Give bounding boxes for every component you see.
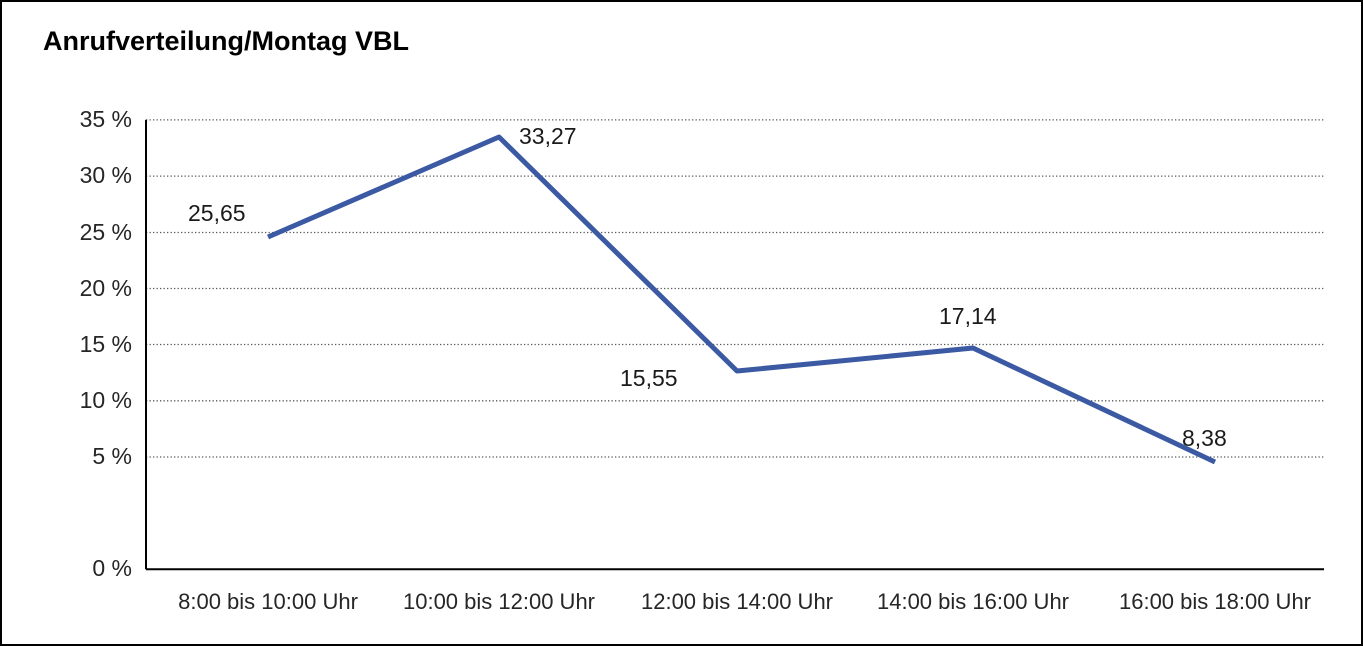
svg-text:10 %: 10 % bbox=[80, 387, 132, 413]
svg-text:20 %: 20 % bbox=[80, 275, 132, 301]
svg-text:0 %: 0 % bbox=[92, 555, 132, 581]
svg-text:25 %: 25 % bbox=[80, 219, 132, 245]
svg-text:16:00 bis 18:00 Uhr: 16:00 bis 18:00 Uhr bbox=[1119, 589, 1311, 614]
svg-text:35 %: 35 % bbox=[80, 106, 132, 132]
svg-text:25,65: 25,65 bbox=[188, 200, 246, 226]
svg-text:33,27: 33,27 bbox=[519, 123, 577, 149]
svg-text:14:00 bis 16:00 Uhr: 14:00 bis 16:00 Uhr bbox=[877, 589, 1069, 614]
svg-text:10:00 bis 12:00 Uhr: 10:00 bis 12:00 Uhr bbox=[403, 589, 595, 614]
svg-text:8,38: 8,38 bbox=[1182, 425, 1227, 451]
svg-text:5 %: 5 % bbox=[92, 443, 132, 469]
svg-text:15,55: 15,55 bbox=[620, 365, 678, 391]
svg-text:12:00 bis 14:00 Uhr: 12:00 bis 14:00 Uhr bbox=[641, 589, 833, 614]
svg-text:17,14: 17,14 bbox=[939, 303, 997, 329]
svg-text:8:00 bis 10:00 Uhr: 8:00 bis 10:00 Uhr bbox=[178, 589, 358, 614]
svg-text:30 %: 30 % bbox=[80, 162, 132, 188]
svg-text:15 %: 15 % bbox=[80, 331, 132, 357]
